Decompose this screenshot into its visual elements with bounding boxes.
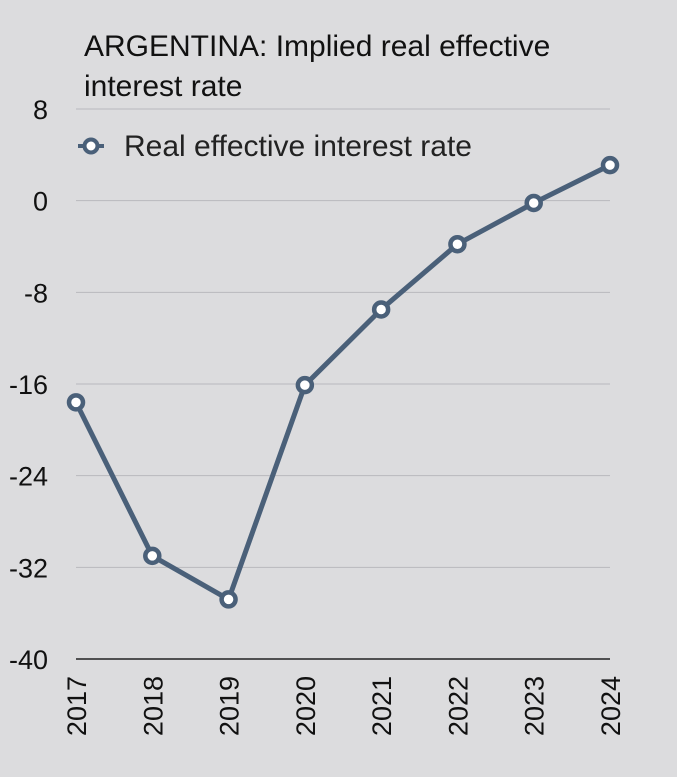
series-real-effective-interest-rate (66, 155, 620, 609)
data-point-2022 (448, 234, 467, 254)
x-tick-label: 2023 (520, 676, 550, 736)
data-point-2023 (524, 193, 543, 213)
y-tick-label: -8 (24, 278, 48, 308)
y-tick-label: -24 (9, 462, 48, 492)
legend-marker-swatch (82, 137, 100, 155)
x-tick-label: 2021 (367, 676, 397, 736)
data-point-2021 (371, 300, 391, 319)
chart-title-line-2: interest rate (84, 70, 242, 103)
y-tick-label: 0 (33, 187, 48, 217)
y-tick-label: -32 (9, 553, 48, 583)
legend: Real effective interest rate (78, 130, 472, 163)
x-tick-label: 2024 (596, 676, 626, 736)
x-tick-label: 2017 (62, 676, 92, 736)
x-tick-label: 2019 (215, 676, 245, 736)
x-tick-label: 2018 (138, 676, 168, 736)
gridlines (76, 108, 610, 660)
data-point-2018 (143, 546, 162, 566)
y-tick-label: -16 (9, 370, 48, 400)
data-point-2020 (295, 375, 315, 395)
data-point-2019 (219, 590, 238, 609)
x-tick-label: 2020 (291, 676, 321, 736)
series-line (73, 162, 613, 602)
chart-title: ARGENTINA: Implied real effective intere… (84, 30, 550, 103)
y-tick-label: -40 (9, 645, 48, 675)
data-point-2017 (66, 393, 86, 412)
y-axis-ticks: 8 0 -8 -16 -24 -32 -40 (9, 95, 48, 675)
data-point-2024 (600, 155, 620, 175)
y-tick-label: 8 (33, 95, 48, 125)
chart-title-line-1: ARGENTINA: Implied real effective (84, 30, 550, 63)
legend-label: Real effective interest rate (124, 130, 472, 163)
x-axis-ticks: 2017 2018 2019 2020 2021 2022 2023 2024 (62, 676, 626, 736)
x-tick-label: 2022 (443, 676, 473, 736)
